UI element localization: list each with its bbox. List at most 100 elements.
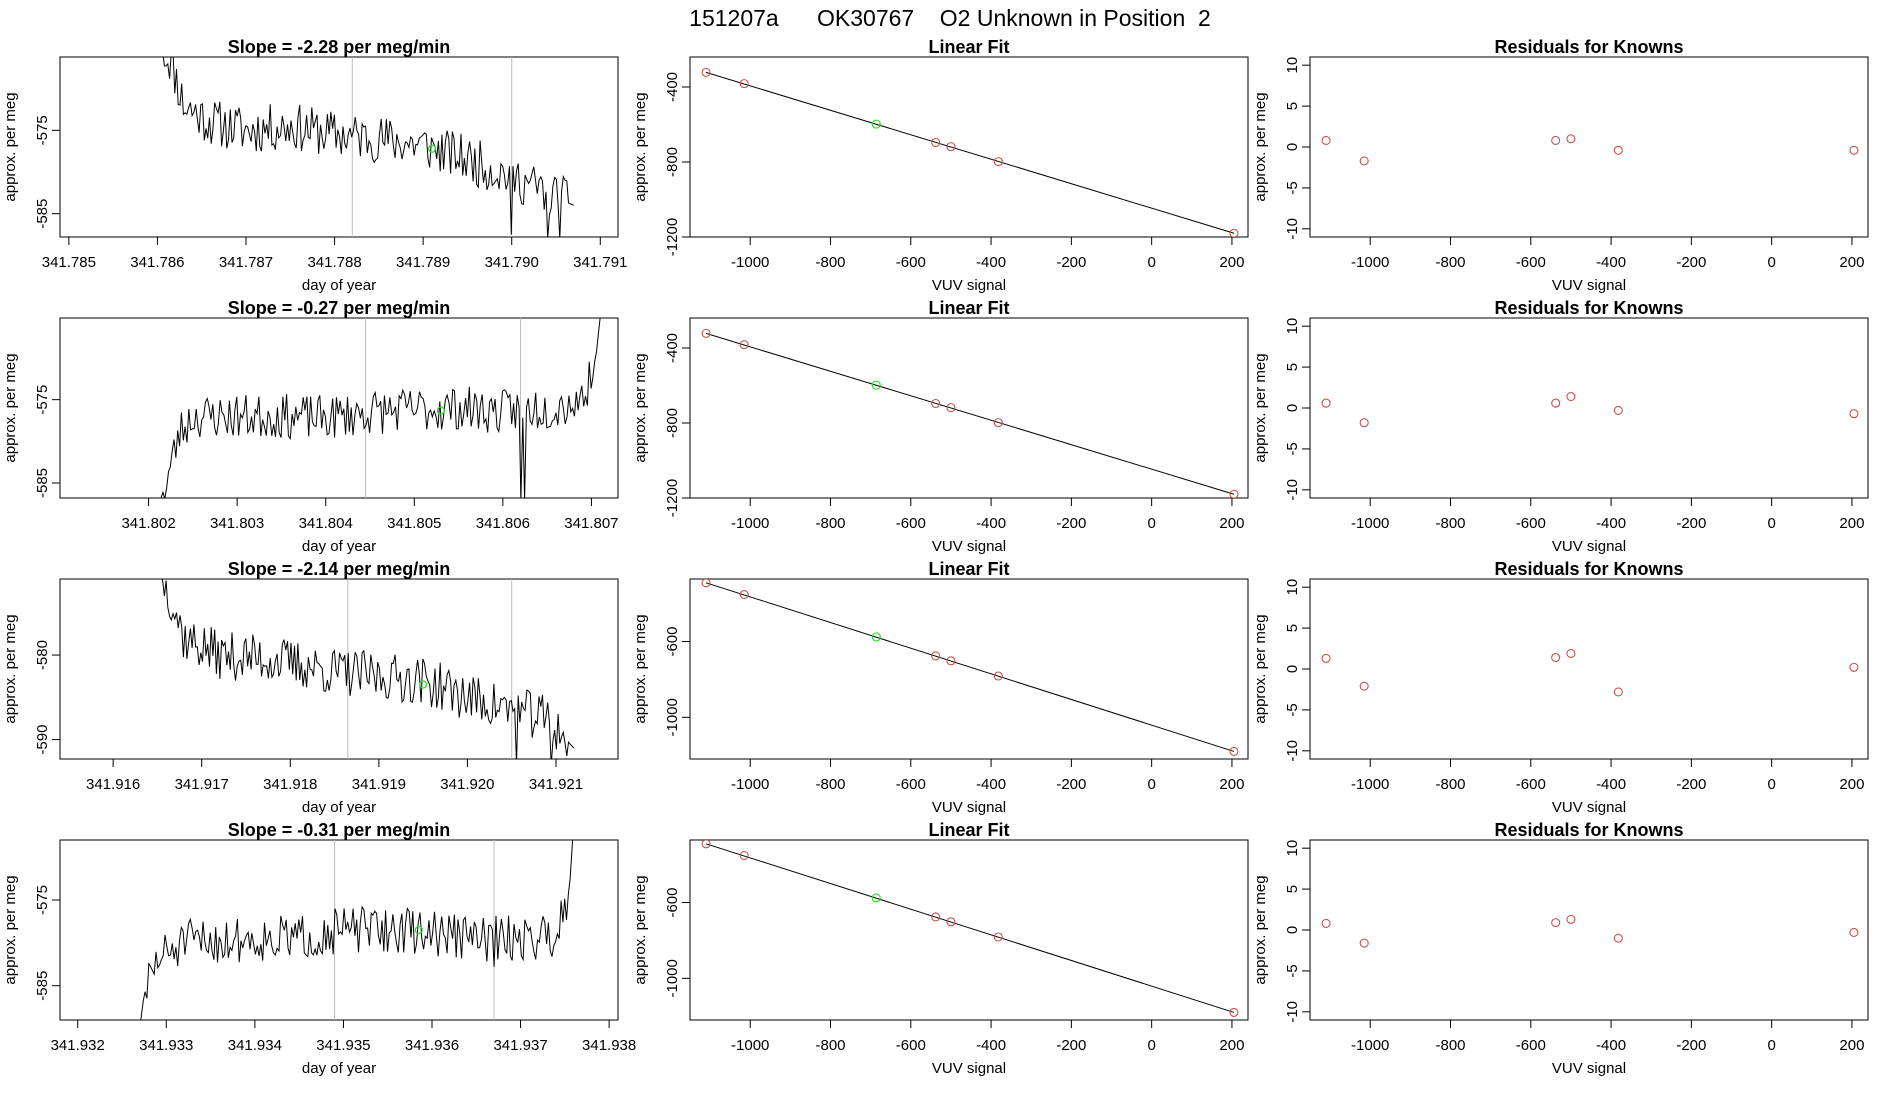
x-tick-label: 341.789 (396, 254, 450, 271)
y-tick-label: -600 (664, 627, 681, 657)
x-tick-label: 341.807 (564, 515, 618, 532)
x-tick-label: -800 (815, 776, 845, 793)
y-tick-label: -600 (664, 888, 681, 918)
residual-point (1359, 938, 1369, 948)
plot-area (1321, 914, 1859, 948)
residual-point (1551, 135, 1561, 146)
plot-title: Slope = -2.28 per meg/min (228, 37, 451, 57)
x-tick-label: -400 (976, 1037, 1006, 1054)
panel-r1c2: Linear Fit VUV signal approx. per meg -1000… (632, 37, 1249, 294)
x-tick-label: -800 (1435, 776, 1465, 793)
x-tick-label: 341.932 (51, 1037, 105, 1054)
y-tick-label: 5 (1284, 363, 1301, 371)
unknown-marker (427, 144, 437, 153)
y-axis-label: approx. per meg (632, 614, 649, 723)
y-axis-label: approx. per meg (1252, 353, 1269, 462)
x-tick-label: 200 (1839, 776, 1864, 793)
residual-point (1849, 145, 1859, 155)
x-tick-label: 341.933 (139, 1037, 193, 1054)
y-tick-label: 10 (1284, 57, 1301, 74)
plot-area (701, 67, 1239, 237)
unknown-point (871, 119, 881, 129)
y-tick-label: -5 (1284, 442, 1301, 455)
x-tick-label: 0 (1147, 1037, 1155, 1054)
y-tick-label: -1000 (664, 959, 681, 997)
fit-line (705, 843, 1235, 1013)
x-tick-label: 200 (1219, 1037, 1244, 1054)
signal-trace (161, 579, 575, 759)
x-tick-label: -200 (1056, 1037, 1086, 1054)
known-point (739, 79, 749, 89)
known-point (946, 656, 956, 666)
x-tick-label: 200 (1219, 254, 1244, 271)
y-tick-label: -10 (1284, 1001, 1301, 1023)
residual-point (1359, 418, 1369, 428)
x-tick-label: 341.804 (299, 515, 353, 532)
x-tick-label: 341.921 (529, 776, 583, 793)
residual-point (1359, 156, 1369, 166)
x-tick-label: -600 (1516, 515, 1546, 532)
x-tick-label: -400 (1596, 776, 1626, 793)
known-point (739, 340, 749, 350)
signal-trace (140, 840, 574, 1020)
figure-title: 151207a OK30767 O2 Unknown in Position 2 (689, 5, 1211, 31)
fit-line (705, 332, 1235, 495)
y-tick-label: -1200 (664, 218, 681, 256)
residual-point (1566, 134, 1576, 144)
y-axis-label: approx. per meg (1252, 614, 1269, 723)
plot-frame (689, 578, 1249, 760)
x-tick-label: -600 (1516, 254, 1546, 271)
panel-r2c3: Residuals for Knowns VUV signal approx. pe… (1252, 298, 1869, 555)
y-tick-label: -5 (1284, 703, 1301, 716)
residual-point (1613, 145, 1623, 155)
panel-r3c2: Linear Fit VUV signal approx. per meg -1000… (632, 559, 1249, 816)
y-tick-label: -400 (664, 333, 681, 363)
plot-frame (59, 839, 619, 1021)
x-tick-label: -400 (1596, 254, 1626, 271)
x-tick-label: 200 (1839, 254, 1864, 271)
panel-r2c2: Linear Fit VUV signal approx. per meg -1000… (632, 298, 1249, 555)
x-tick-label: -200 (1056, 254, 1086, 271)
unknown-marker (414, 925, 423, 935)
known-point (993, 671, 1003, 681)
x-tick-label: 341.936 (405, 1037, 459, 1054)
x-tick-label: 0 (1767, 776, 1775, 793)
x-tick-label: -1000 (731, 776, 769, 793)
residual-point (1849, 409, 1859, 419)
y-axis-label: approx. per meg (632, 875, 649, 984)
y-tick-label: -575 (34, 115, 51, 145)
residual-point (1849, 662, 1859, 672)
plot-title: Residuals for Knowns (1494, 559, 1683, 579)
known-point (1229, 1007, 1239, 1017)
x-tick-label: 0 (1147, 254, 1155, 271)
x-tick-label: 341.934 (228, 1037, 282, 1054)
plot-frame (1309, 317, 1869, 499)
plot-title: Linear Fit (928, 298, 1009, 318)
x-tick-label: -400 (1596, 515, 1626, 532)
plot-title: Slope = -0.31 per meg/min (228, 820, 451, 840)
x-tick-label: 341.919 (352, 776, 406, 793)
y-axis-label: approx. per meg (632, 92, 649, 201)
plot-area (161, 579, 575, 759)
x-tick-label: 0 (1767, 515, 1775, 532)
y-tick-label: -800 (664, 147, 681, 177)
known-point (739, 850, 749, 861)
x-tick-label: -600 (896, 776, 926, 793)
x-tick-label: 341.806 (476, 515, 530, 532)
residual-point (1321, 135, 1331, 146)
y-axis-label: approx. per meg (2, 92, 19, 201)
x-tick-label: 341.803 (210, 515, 264, 532)
signal-trace (160, 318, 601, 498)
residual-point (1566, 391, 1576, 402)
plot-area (1321, 134, 1859, 166)
y-tick-label: -800 (664, 408, 681, 438)
known-point (931, 651, 941, 661)
y-tick-label: -585 (34, 468, 51, 498)
plot-title: Linear Fit (928, 820, 1009, 840)
x-axis-label: VUV signal (1552, 799, 1626, 816)
x-tick-label: 341.785 (42, 254, 96, 271)
y-axis-label: approx. per meg (2, 614, 19, 723)
residual-point (1321, 398, 1331, 408)
panel-r3c1: Slope = -2.14 per meg/min day of year appr… (2, 559, 619, 816)
